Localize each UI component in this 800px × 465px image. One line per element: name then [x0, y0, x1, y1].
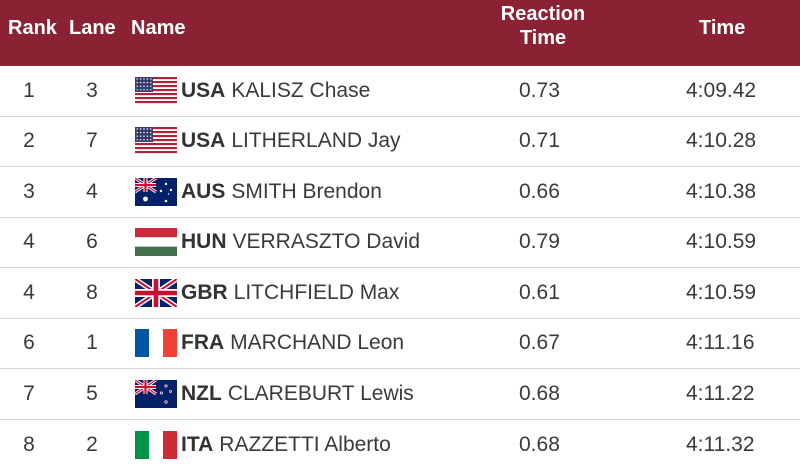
table-header: Rank Lane Name Reaction Time Time	[0, 0, 800, 66]
table-row[interactable]: 7 5 NZL CLAREBURT Lewis 0.68 4:11.22	[0, 369, 800, 420]
time-cell: 4:10.28	[686, 129, 757, 153]
noc-code: FRA	[181, 331, 225, 355]
athlete-cell[interactable]: USA KALISZ Chase	[181, 79, 370, 103]
lane-cell: 5	[86, 381, 98, 405]
table-row[interactable]: 1 3 USA KALISZ Chase 0.73 4:09.42	[0, 66, 800, 117]
table-row[interactable]: 4 6 HUN VERRASZTO David 0.79 4:10.59	[0, 218, 800, 268]
reaction-cell: 0.79	[519, 230, 560, 254]
athlete-cell[interactable]: GBR LITCHFIELD Max	[181, 281, 399, 305]
athlete-name: RAZZETTI Alberto	[219, 432, 391, 456]
rank-cell: 7	[23, 381, 35, 405]
athlete-cell[interactable]: HUN VERRASZTO David	[181, 230, 420, 254]
lane-cell: 1	[86, 331, 98, 355]
reaction-cell: 0.73	[519, 78, 560, 102]
time-cell: 4:09.42	[686, 78, 757, 102]
fra-flag-icon	[135, 329, 177, 358]
athlete-name: LITHERLAND Jay	[231, 129, 401, 153]
reaction-cell: 0.66	[519, 179, 560, 203]
lane-cell: 8	[86, 280, 98, 304]
noc-code: AUS	[181, 179, 226, 203]
rank-cell: 3	[23, 179, 35, 203]
noc-code: NZL	[181, 381, 222, 405]
noc-code: USA	[181, 78, 226, 102]
lane-cell: 2	[86, 432, 98, 456]
athlete-name: LITCHFIELD Max	[233, 280, 400, 304]
usa-flag-icon	[135, 76, 177, 105]
header-lane[interactable]: Lane	[69, 17, 116, 39]
reaction-cell: 0.71	[519, 129, 560, 153]
lane-cell: 6	[86, 230, 98, 254]
nzl-flag-icon	[135, 379, 177, 408]
rank-cell: 8	[23, 432, 35, 456]
rank-cell: 4	[23, 230, 35, 254]
header-name[interactable]: Name	[131, 17, 186, 39]
athlete-cell[interactable]: USA LITHERLAND Jay	[181, 129, 401, 153]
athlete-cell[interactable]: AUS SMITH Brendon	[181, 180, 382, 204]
reaction-cell: 0.68	[519, 381, 560, 405]
header-rank[interactable]: Rank	[8, 17, 57, 39]
rank-cell: 4	[23, 280, 35, 304]
hun-flag-icon	[135, 228, 177, 257]
athlete-name: CLAREBURT Lewis	[227, 381, 414, 405]
header-reaction-line2: Time	[519, 27, 567, 49]
header-reaction-time[interactable]: Reaction Time	[500, 2, 586, 50]
rank-cell: 2	[23, 129, 35, 153]
noc-code: GBR	[181, 280, 228, 304]
table-row[interactable]: 3 4 AUS SMITH Brendon 0.66 4:10.38	[0, 167, 800, 218]
athlete-name: KALISZ Chase	[231, 78, 371, 102]
rank-cell: 6	[23, 331, 35, 355]
time-cell: 4:10.38	[686, 179, 757, 203]
time-cell: 4:10.59	[686, 280, 757, 304]
reaction-cell: 0.67	[519, 331, 560, 355]
header-time[interactable]: Time	[699, 17, 746, 39]
rank-cell: 1	[23, 78, 35, 102]
athlete-cell[interactable]: FRA MARCHAND Leon	[181, 331, 404, 355]
table-body: 1 3 USA KALISZ Chase 0.73 4:09.42 2 7 USA…	[0, 66, 800, 465]
usa-flag-icon	[135, 127, 177, 156]
time-cell: 4:11.32	[686, 432, 755, 456]
time-cell: 4:10.59	[686, 230, 757, 254]
lane-cell: 4	[86, 179, 98, 203]
table-row[interactable]: 2 7 USA LITHERLAND Jay 0.71 4:10.28	[0, 117, 800, 167]
athlete-name: VERRASZTO David	[232, 230, 421, 254]
gbr-flag-icon	[135, 278, 177, 307]
table-row[interactable]: 4 8 GBR LITCHFIELD Max 0.61 4:10.59	[0, 268, 800, 319]
header-reaction-line1: Reaction	[500, 3, 586, 25]
noc-code: USA	[181, 129, 226, 153]
athlete-name: SMITH Brendon	[231, 179, 382, 203]
athlete-cell[interactable]: ITA RAZZETTI Alberto	[181, 433, 391, 457]
time-cell: 4:11.16	[686, 331, 755, 355]
lane-cell: 7	[86, 129, 98, 153]
lane-cell: 3	[86, 78, 98, 102]
time-cell: 4:11.22	[686, 381, 755, 405]
noc-code: HUN	[181, 230, 227, 254]
athlete-name: MARCHAND Leon	[230, 331, 405, 355]
ita-flag-icon	[135, 430, 177, 459]
table-row[interactable]: 8 2 ITA RAZZETTI Alberto 0.68 4:11.32	[0, 420, 800, 465]
aus-flag-icon	[135, 177, 177, 206]
reaction-cell: 0.61	[519, 280, 560, 304]
reaction-cell: 0.68	[519, 432, 560, 456]
table-row[interactable]: 6 1 FRA MARCHAND Leon 0.67 4:11.16	[0, 319, 800, 369]
noc-code: ITA	[181, 432, 214, 456]
athlete-cell[interactable]: NZL CLAREBURT Lewis	[181, 382, 414, 406]
